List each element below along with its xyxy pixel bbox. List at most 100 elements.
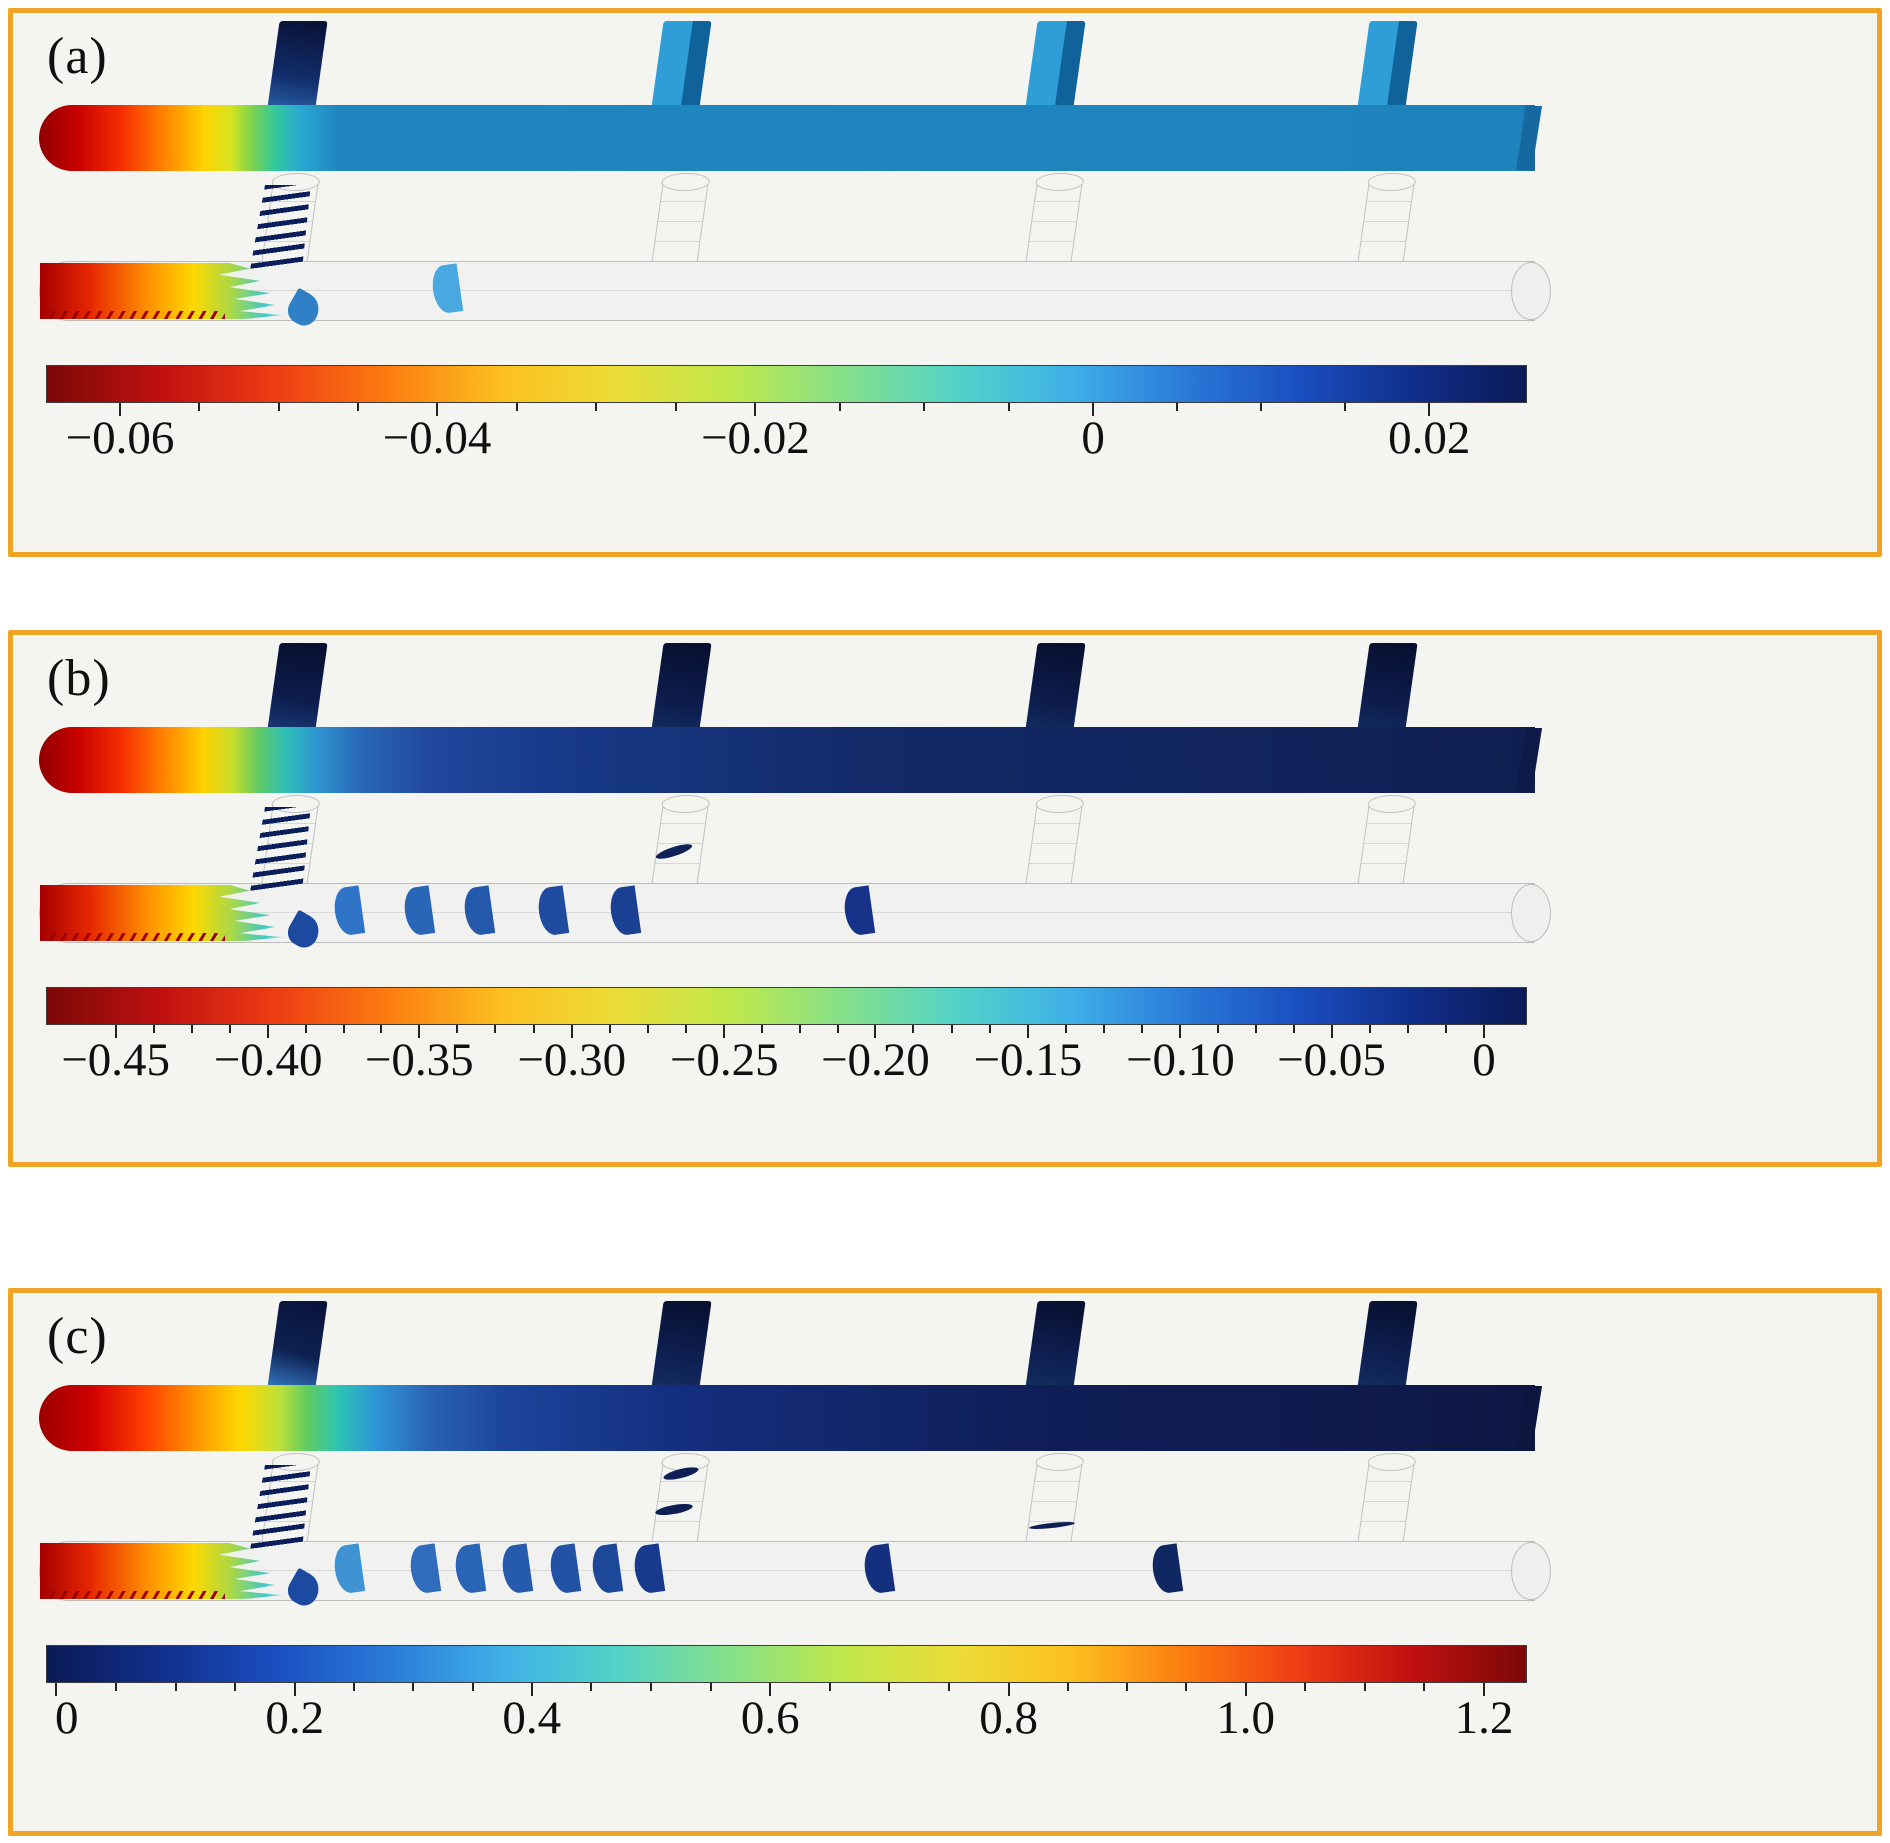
- colorbar-tick: [1428, 403, 1431, 416]
- colorbar-tick-label: −0.02: [701, 412, 810, 464]
- colorbar-tick: [293, 1683, 296, 1696]
- channel-end-ellipse: [1511, 884, 1551, 942]
- colorbar: −0.06 −0.04 −0.02 0 0.02: [46, 365, 1527, 515]
- colorbar-tick: [874, 1025, 877, 1038]
- channel-solid: [39, 727, 1535, 793]
- colorbar-minor-tick: [412, 1683, 415, 1691]
- colorbar-tick: [114, 1025, 117, 1038]
- colorbar-minor-tick: [649, 1683, 652, 1691]
- panel-c: (c) 0 0.2 0.4 0.6 0.8 1.0 1.2: [8, 1288, 1882, 1836]
- wireframe-render: [13, 13, 1877, 552]
- colorbar-minor-tick: [152, 1025, 155, 1033]
- colorbar-tick: [530, 1683, 533, 1696]
- cross-section-slice: [662, 1464, 700, 1483]
- colorbar-minor-tick: [190, 1025, 193, 1033]
- colorbar-minor-tick: [912, 1025, 915, 1033]
- cross-section-slice: [607, 885, 642, 937]
- colorbar-minor-tick: [1444, 1025, 1447, 1033]
- solid-render: [13, 1293, 1877, 1831]
- colorbar-tick-label: 0.8: [979, 1692, 1039, 1744]
- cross-section-slice: [841, 885, 876, 937]
- colorbar-minor-tick: [1141, 1025, 1144, 1033]
- cross-section-slice: [547, 1543, 582, 1595]
- colorbar-minor-tick: [798, 1025, 801, 1033]
- colorbar-ticks: [46, 403, 1527, 418]
- cross-section-slices: [13, 1293, 1877, 1831]
- colorbar-tick: [1483, 1683, 1486, 1696]
- colorbar-minor-tick: [229, 1025, 231, 1033]
- colorbar-minor-tick: [647, 1025, 650, 1033]
- colorbar-gradient: [46, 987, 1527, 1025]
- cross-section-slice: [1028, 1520, 1076, 1531]
- cross-section-slice: [499, 1543, 534, 1595]
- colorbar-minor-tick: [950, 1025, 953, 1033]
- colorbar-tick-label: −0.06: [65, 412, 175, 464]
- colorbar-minor-tick: [356, 403, 359, 411]
- colorbar-tick: [1007, 1683, 1010, 1696]
- colorbar-minor-tick: [471, 1683, 474, 1691]
- colorbar-minor-tick: [1103, 1025, 1106, 1033]
- colorbar-minor-tick: [1185, 1683, 1188, 1691]
- solid-render: [13, 635, 1877, 1162]
- colorbar-minor-tick: [888, 1683, 891, 1691]
- channel-solid: [39, 1385, 1535, 1451]
- colorbar-minor-tick: [1344, 403, 1347, 411]
- cross-section-slice: [401, 885, 436, 937]
- colorbar-tick: [1244, 1683, 1247, 1696]
- colorbar-tick: [1026, 1025, 1029, 1038]
- colorbar-tick: [267, 1025, 270, 1038]
- colorbar-minor-tick: [304, 1025, 307, 1033]
- colorbar-tick: [1330, 1025, 1333, 1038]
- colorbar-minor-tick: [353, 1683, 356, 1691]
- colorbar-minor-tick: [685, 1025, 688, 1033]
- colorbar-tick-label: 0.4: [502, 1692, 562, 1744]
- panel-a: (a) −0.06 −0.04 −0.02 0 0.02: [8, 8, 1882, 557]
- panel-b: (b) −0.45 −0.40 −0.35 −0.30 −0.25 −0.20 −0.15−…: [8, 630, 1882, 1167]
- colorbar-minor-tick: [1254, 1025, 1257, 1033]
- colorbar-minor-tick: [709, 1683, 712, 1691]
- colorbar-minor-tick: [114, 1683, 117, 1691]
- colorbar-minor-tick: [198, 403, 201, 411]
- cross-section-slice: [407, 1543, 442, 1595]
- colorbar-tick: [435, 403, 438, 416]
- cross-section-slice: [452, 1543, 487, 1595]
- colorbar-labels: 0 0.2 0.4 0.6 0.8 1.0 1.2: [46, 1692, 1527, 1757]
- colorbar-tick-label: −0.35: [364, 1034, 474, 1086]
- solid-render: [13, 13, 1877, 552]
- colorbar-minor-tick: [380, 1025, 383, 1033]
- colorbar-minor-tick: [988, 1025, 991, 1033]
- colorbar-minor-tick: [234, 1683, 237, 1691]
- channel-solid: [39, 105, 1535, 171]
- panel-label: (a): [47, 28, 108, 85]
- colorbar-minor-tick: [1260, 403, 1263, 411]
- colorbar-minor-tick: [532, 1025, 535, 1033]
- colorbar-tick: [119, 403, 122, 416]
- colorbar-tick-label: −0.40: [213, 1034, 323, 1086]
- colorbar: 0 0.2 0.4 0.6 0.8 1.0 1.2: [46, 1645, 1527, 1795]
- colorbar-minor-tick: [836, 1025, 839, 1033]
- colorbar-minor-tick: [515, 403, 518, 411]
- colorbar-ticks: [46, 1683, 1527, 1698]
- colorbar-minor-tick: [1423, 1683, 1426, 1691]
- colorbar-minor-tick: [674, 403, 677, 411]
- colorbar-minor-tick: [608, 1025, 611, 1033]
- colorbar-tick-label: −0.04: [382, 412, 492, 464]
- cross-section-slice: [631, 1543, 666, 1595]
- wireframe-render: [13, 635, 1877, 1162]
- cross-section-slice: [654, 841, 694, 862]
- colorbar-tick: [1092, 403, 1095, 416]
- colorbar-tick: [1483, 1025, 1486, 1038]
- colorbar-tick: [754, 403, 757, 416]
- colorbar-tick-label: 1.0: [1216, 1692, 1275, 1744]
- colorbar-tick-label: −0.25: [669, 1034, 779, 1086]
- cross-section-slice: [1149, 1543, 1184, 1595]
- colorbar-minor-tick: [838, 403, 841, 411]
- colorbar-minor-tick: [1217, 1025, 1220, 1033]
- colorbar-minor-tick: [1363, 1683, 1366, 1691]
- colorbar-ticks: [46, 1025, 1527, 1040]
- colorbar-tick-label: −0.05: [1277, 1034, 1386, 1086]
- colorbar-minor-tick: [1176, 403, 1179, 411]
- colorbar-minor-tick: [456, 1025, 459, 1033]
- colorbar-tick-label: 0: [1081, 412, 1105, 464]
- colorbar-minor-tick: [761, 1025, 764, 1033]
